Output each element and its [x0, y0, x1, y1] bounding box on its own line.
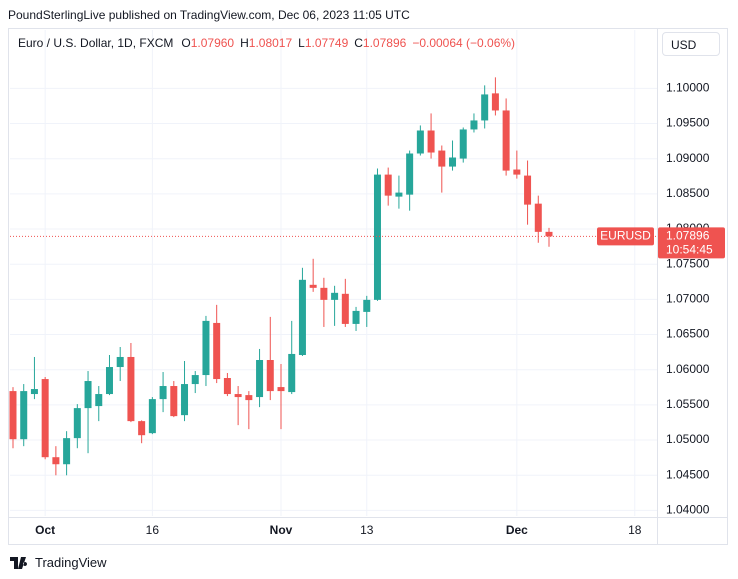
candle-body [9, 391, 17, 440]
candle-body [202, 320, 210, 376]
candle-body [213, 322, 221, 380]
candle-body [181, 384, 189, 416]
candle-body [406, 153, 414, 195]
legend-key: H [240, 36, 249, 50]
legend-key: L [298, 36, 305, 50]
candle-body [309, 284, 317, 288]
price-tag-bg [658, 227, 725, 259]
candle-body [30, 389, 38, 395]
header: PoundSterlingLive published on TradingVi… [8, 8, 410, 22]
legend-value: 1.07960 [190, 36, 235, 50]
candle-body [191, 375, 199, 385]
symbol-tag: EURUSD [600, 229, 651, 243]
x-tick-label: 16 [146, 523, 160, 537]
candle-body [288, 353, 296, 393]
candle-body [384, 174, 392, 196]
candle-body [545, 231, 553, 237]
logo-icon [10, 556, 28, 569]
candle-body [449, 157, 457, 167]
x-tick-label: 18 [628, 523, 642, 537]
candle-body [127, 356, 135, 422]
candle-body [320, 287, 328, 300]
candle-body [298, 279, 306, 356]
y-tick-label: 1.09500 [666, 116, 710, 130]
y-tick-label: 1.07000 [666, 292, 710, 306]
candle-body [416, 130, 424, 154]
y-tick-label: 1.06000 [666, 362, 710, 376]
candle-body [63, 438, 71, 465]
currency-button[interactable]: USD [662, 32, 720, 56]
countdown: 10:54:45 [666, 243, 713, 257]
candle-body [352, 310, 360, 324]
candle-body [223, 378, 231, 395]
candle-body [459, 129, 467, 159]
y-tick-label: 1.08500 [666, 186, 710, 200]
legend-change: −0.00064 (−0.06%) [412, 36, 516, 50]
candle-body [84, 381, 92, 409]
y-tick-label: 1.04000 [666, 503, 710, 517]
candle-body [395, 192, 403, 197]
candle-body [534, 203, 542, 232]
candle-body [116, 356, 124, 368]
candle-body [266, 360, 274, 392]
x-tick-label: 13 [360, 523, 374, 537]
candle-body [105, 367, 113, 395]
candle-body [502, 110, 510, 171]
candle-body [524, 175, 532, 205]
legend-value: 1.07749 [304, 36, 349, 50]
legend-value: 1.07896 [362, 36, 407, 50]
x-tick-label: Nov [270, 523, 293, 537]
x-tick-label: Dec [506, 523, 528, 537]
candle-body [95, 394, 103, 407]
candle-body [331, 292, 339, 300]
legend-key: C [354, 36, 363, 50]
candle-body [256, 360, 264, 398]
y-tick-label: 1.10000 [666, 81, 710, 95]
candle-body [170, 386, 178, 417]
candle-body [373, 174, 381, 300]
y-tick-label: 1.04500 [666, 467, 710, 481]
candle-body [438, 150, 446, 167]
candle-body [234, 394, 242, 398]
y-tick-label: 1.05500 [666, 397, 710, 411]
candle-body [20, 391, 28, 440]
legend-key: O [181, 36, 191, 50]
candle-body [470, 120, 478, 130]
candle-body [159, 386, 167, 400]
legend-value: 1.08017 [248, 36, 293, 50]
candle-body [363, 299, 371, 312]
frame [8, 28, 728, 545]
candle-body [148, 399, 156, 434]
candle-body [138, 421, 146, 436]
candle-body [277, 387, 285, 392]
candle-body [52, 457, 60, 465]
legend: Euro / U.S. Dollar, 1D, FXCM O 1.07960 H 1.0… [18, 36, 521, 50]
legend-symbol: Euro / U.S. Dollar, 1D, FXCM [18, 36, 174, 50]
y-tick-label: 1.05000 [666, 432, 710, 446]
candle-body [481, 94, 489, 121]
candle-body [245, 395, 253, 401]
candle-body [341, 293, 349, 324]
price-tag: 1.07896 [666, 229, 710, 243]
candle-body [491, 93, 499, 111]
candle-body [513, 169, 521, 175]
candle-body [73, 408, 81, 439]
symbol-tag-bg [597, 227, 654, 246]
y-tick-label: 1.06500 [666, 327, 710, 341]
candle-body [41, 379, 49, 458]
logo: TradingView [10, 555, 107, 570]
y-tick-label: 1.09000 [666, 151, 710, 165]
logo-text: TradingView [35, 555, 107, 570]
y-tick-label: 1.07500 [666, 256, 710, 270]
candle-body [427, 130, 435, 153]
x-tick-label: Oct [35, 523, 55, 537]
